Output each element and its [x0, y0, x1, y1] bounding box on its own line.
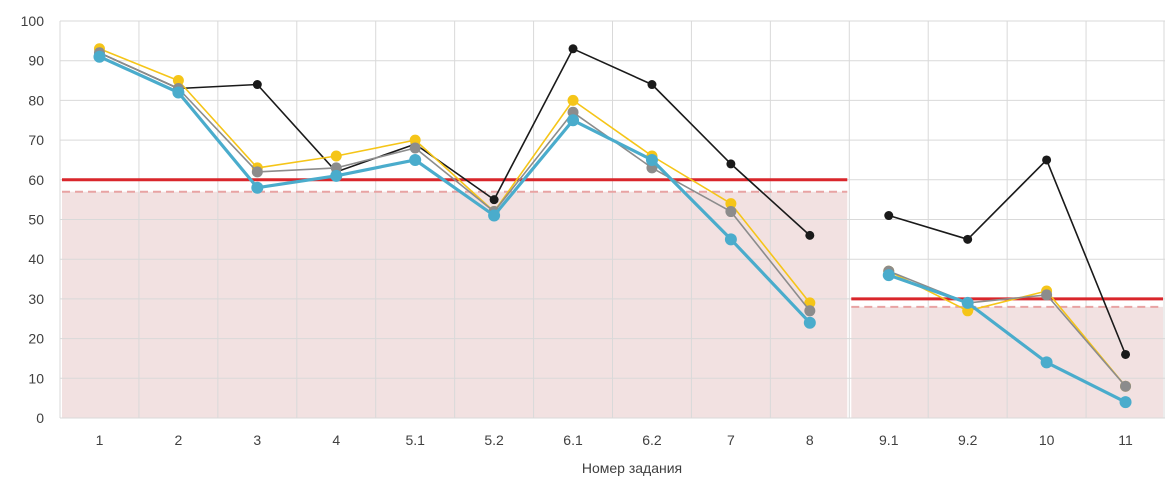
series-3-point	[1041, 289, 1053, 301]
series-2-point	[172, 75, 184, 87]
series-4-point	[724, 233, 737, 246]
series-1-point	[489, 195, 499, 205]
x-tick-label: 3	[253, 432, 261, 448]
y-tick-label: 0	[36, 410, 44, 426]
series-1-point	[1042, 155, 1052, 165]
x-tick-label: 11	[1118, 432, 1133, 448]
x-tick-label: 9.1	[879, 432, 899, 448]
series-4-point	[172, 86, 185, 99]
y-axis-tick-labels: 0 10 20 30 40 50 60 70 80 90 100	[21, 13, 45, 426]
y-tick-label: 80	[28, 92, 44, 108]
x-tick-label: 6.2	[642, 432, 662, 448]
x-tick-label: 8	[806, 432, 814, 448]
series-2-point	[409, 134, 421, 146]
series-4-point	[1119, 396, 1132, 409]
series-2-point	[330, 150, 342, 162]
x-axis-title: Номер задания	[582, 460, 682, 476]
series-4-point	[803, 316, 816, 329]
x-tick-label: 1	[96, 432, 104, 448]
series-2-point	[567, 94, 579, 106]
series-1-point	[568, 44, 578, 54]
series-4-line-segment-2	[888, 273, 1127, 404]
series-4-line-segment-1	[98, 55, 811, 324]
series-4-point	[567, 114, 580, 127]
y-tick-label: 70	[28, 132, 44, 148]
x-tick-label: 10	[1039, 432, 1055, 448]
x-tick-label: 5.1	[405, 432, 425, 448]
y-tick-label: 50	[28, 212, 44, 228]
series-1-line-segment-1	[99, 47, 811, 236]
series-1-point	[805, 230, 815, 240]
y-tick-label: 90	[28, 53, 44, 69]
series-1-point	[963, 234, 973, 244]
y-tick-label: 100	[21, 13, 45, 29]
y-tick-label: 30	[28, 291, 44, 307]
y-tick-label: 10	[28, 370, 44, 386]
series-2-line-segment-2	[888, 270, 1127, 387]
series-2-point	[725, 198, 737, 210]
series-4-point	[961, 296, 974, 309]
series-1-point	[1121, 349, 1131, 359]
series-3-point	[725, 206, 737, 218]
x-tick-label: 6.1	[563, 432, 583, 448]
series-4-point	[1040, 356, 1053, 369]
x-tick-label: 4	[332, 432, 340, 448]
series-3-line-segment-1	[99, 52, 811, 312]
series-4-point	[251, 181, 264, 194]
series-3-point	[251, 166, 263, 178]
series-2-line-segment-1	[99, 48, 811, 304]
y-tick-label: 20	[28, 331, 44, 347]
series-1-point	[647, 80, 657, 90]
series-4-point	[882, 269, 895, 282]
series-4-point	[409, 153, 422, 166]
series-3-point	[409, 142, 421, 154]
x-axis-tick-labels: 1 2 3 4 5.1 5.2 6.1 6.2 7 8 9.1 9.2 10 11	[96, 432, 1133, 448]
series-1-point	[726, 159, 736, 169]
series-4-point	[645, 153, 658, 166]
series-1-line-segment-2	[888, 159, 1127, 355]
series-3-point	[804, 305, 816, 317]
series-3-point	[1120, 380, 1132, 392]
y-tick-label: 60	[28, 172, 44, 188]
y-tick-label: 40	[28, 251, 44, 267]
series-4-point	[93, 50, 106, 63]
x-tick-label: 7	[727, 432, 735, 448]
series-4-point	[330, 169, 343, 182]
series-2-point	[804, 297, 816, 309]
series-1-point	[884, 211, 894, 221]
series-lines	[93, 43, 1132, 409]
series-1-point	[252, 80, 262, 90]
series-3-line-segment-2	[888, 270, 1127, 387]
x-tick-label: 2	[174, 432, 182, 448]
series-4-point	[488, 209, 501, 222]
x-tick-label: 5.2	[484, 432, 504, 448]
x-tick-label: 9.2	[958, 432, 978, 448]
